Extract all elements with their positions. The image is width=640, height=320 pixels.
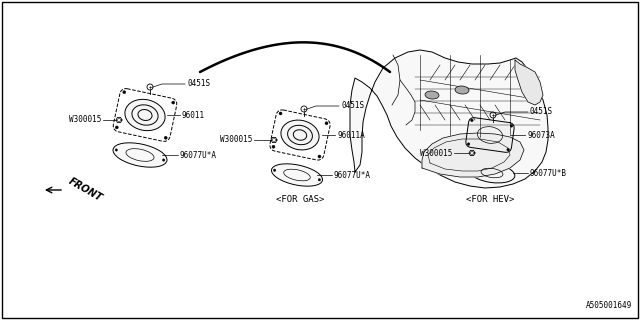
Circle shape (172, 101, 175, 104)
Circle shape (273, 169, 276, 172)
Text: A505001649: A505001649 (586, 301, 632, 310)
Circle shape (318, 179, 321, 181)
Text: 96011A: 96011A (337, 131, 365, 140)
Text: W300015: W300015 (420, 148, 452, 157)
Text: 96077U*B: 96077U*B (530, 169, 567, 178)
Circle shape (507, 148, 509, 151)
Text: 96073A: 96073A (527, 131, 555, 140)
Text: 0451S: 0451S (530, 108, 553, 116)
Polygon shape (515, 60, 543, 105)
Text: 0451S: 0451S (187, 79, 210, 89)
Ellipse shape (455, 86, 469, 94)
Text: 96011: 96011 (182, 110, 205, 119)
Text: 96077U*A: 96077U*A (180, 150, 217, 159)
Circle shape (164, 136, 167, 139)
Text: FRONT: FRONT (67, 176, 104, 204)
Ellipse shape (125, 99, 165, 131)
Ellipse shape (281, 120, 319, 150)
Text: <FOR HEV>: <FOR HEV> (466, 196, 514, 204)
Circle shape (510, 124, 513, 127)
Circle shape (123, 91, 126, 94)
Circle shape (272, 145, 275, 148)
Text: W300015: W300015 (68, 116, 101, 124)
Circle shape (470, 119, 473, 122)
Text: W300015: W300015 (220, 135, 252, 145)
Circle shape (115, 126, 118, 129)
Polygon shape (422, 133, 524, 177)
Text: <FOR GAS>: <FOR GAS> (276, 196, 324, 204)
Circle shape (115, 149, 118, 151)
Circle shape (318, 155, 321, 158)
Circle shape (163, 159, 165, 161)
Circle shape (467, 143, 470, 145)
Ellipse shape (469, 163, 515, 183)
Circle shape (325, 122, 328, 125)
Ellipse shape (271, 164, 323, 186)
Circle shape (279, 112, 282, 115)
Polygon shape (466, 118, 514, 152)
Text: 0451S: 0451S (341, 101, 364, 110)
Ellipse shape (113, 143, 167, 167)
Text: 96077U*A: 96077U*A (334, 171, 371, 180)
Polygon shape (350, 50, 548, 188)
Ellipse shape (425, 91, 439, 99)
